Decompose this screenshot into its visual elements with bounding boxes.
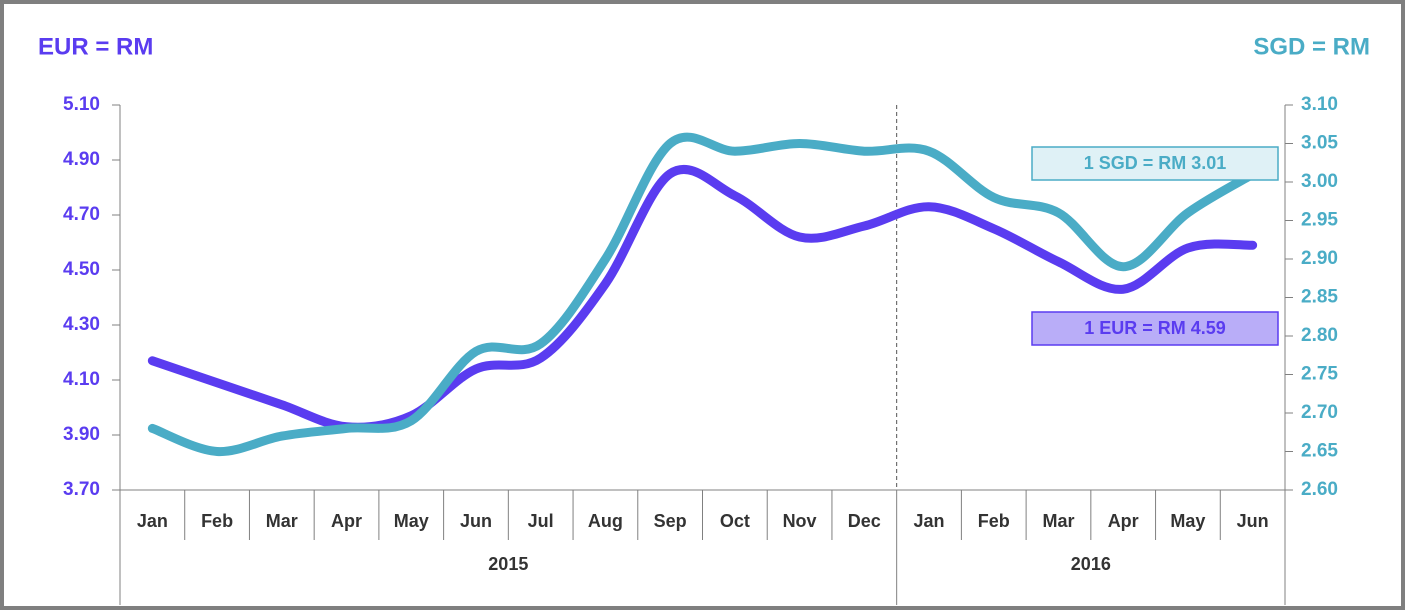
x-tick-label: Jun	[460, 511, 492, 531]
y2-tick-label: 2.90	[1301, 248, 1338, 269]
x-tick-label: Jan	[137, 511, 168, 531]
y-tick-label: 4.90	[63, 149, 100, 170]
y-tick-label: 3.70	[63, 479, 100, 500]
x-tick-label: May	[1170, 511, 1205, 531]
x-tick-label: Dec	[848, 511, 881, 531]
x-tick-label: May	[394, 511, 429, 531]
y-tick-label: 5.10	[63, 94, 100, 115]
y-tick-label: 4.50	[63, 259, 100, 280]
y2-tick-label: 2.85	[1301, 287, 1338, 308]
x-tick-label: Nov	[783, 511, 817, 531]
y-tick-label: 4.10	[63, 369, 100, 390]
x-tick-label: Sep	[654, 511, 687, 531]
y-tick-label: 4.30	[63, 314, 100, 335]
y2-axis-title: SGD = RM	[1253, 33, 1370, 60]
y2-tick-label: 2.70	[1301, 402, 1338, 423]
x-tick-label: Jul	[528, 511, 554, 531]
y2-tick-label: 3.10	[1301, 94, 1338, 115]
y-axis-title: EUR = RM	[38, 33, 153, 60]
x-tick-label: Jun	[1237, 511, 1269, 531]
annotation-text: 1 SGD = RM 3.01	[1084, 153, 1227, 173]
x-tick-label: Feb	[201, 511, 233, 531]
y2-tick-label: 3.00	[1301, 171, 1338, 192]
x-tick-label: Oct	[720, 511, 750, 531]
annotation-text: 1 EUR = RM 4.59	[1084, 318, 1226, 338]
chart: EUR = RM SGD = RM 3.70 3.90 4.10 4.30 4.50 4.70…	[0, 0, 1405, 610]
y2-tick-label: 2.95	[1301, 210, 1338, 231]
x-tick-label: Mar	[266, 511, 298, 531]
y2-tick-label: 2.60	[1301, 479, 1338, 500]
y2-tick-label: 2.80	[1301, 325, 1338, 346]
x-tick-label: Apr	[331, 511, 362, 531]
y2-tick-label: 2.65	[1301, 441, 1338, 462]
y2-tick-label: 3.05	[1301, 133, 1338, 154]
x-tick-label: Mar	[1042, 511, 1074, 531]
y-tick-label: 4.70	[63, 204, 100, 225]
x-tick-label: Jan	[914, 511, 945, 531]
y-tick-label: 3.90	[63, 424, 100, 445]
x-tick-label: Apr	[1108, 511, 1139, 531]
x-tick-label: Aug	[588, 511, 623, 531]
x-tick-label: Feb	[978, 511, 1010, 531]
group-label: 2015	[488, 554, 528, 574]
y2-tick-label: 2.75	[1301, 364, 1338, 385]
group-label: 2016	[1071, 554, 1111, 574]
